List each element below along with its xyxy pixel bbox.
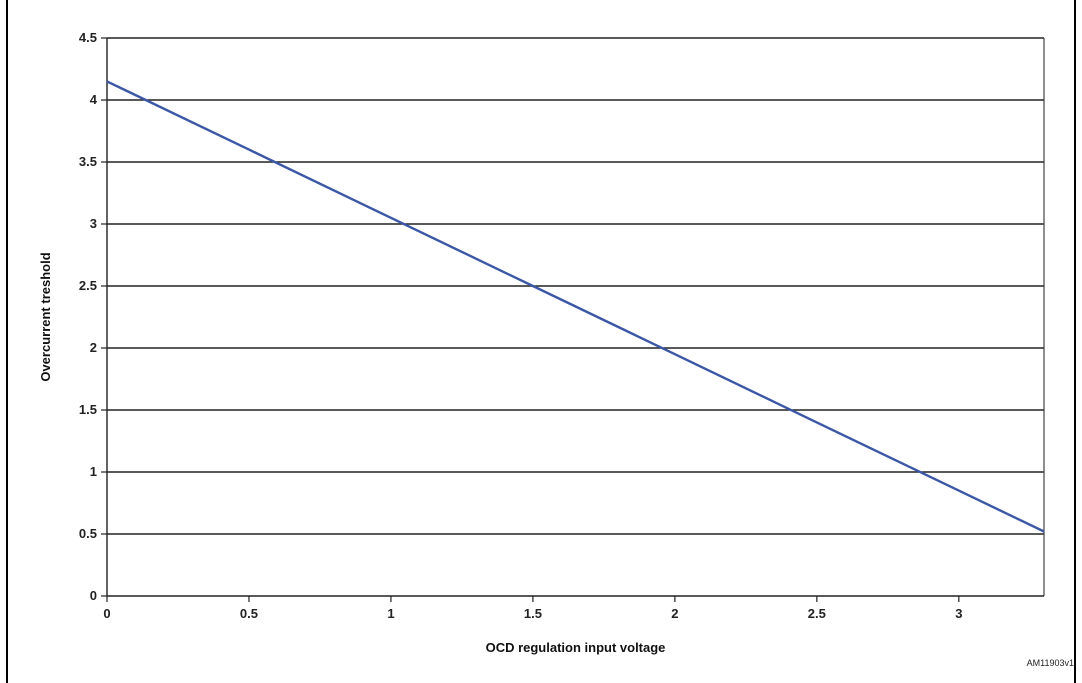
y-tick-label: 1 [90, 464, 97, 479]
y-tick-labels: 0 0.5 1 1.5 2 2.5 3 3.5 4 4.5 [79, 30, 98, 603]
x-tick-label: 2 [671, 606, 678, 621]
y-tick-label: 0.5 [79, 526, 97, 541]
figure-id-label: AM11903v1 [1027, 658, 1074, 668]
y-tick-label: 2.5 [79, 278, 97, 293]
figure-frame [6, 0, 1076, 683]
x-tick-label: 0.5 [240, 606, 258, 621]
y-tick-label: 3 [90, 216, 97, 231]
y-tick-label: 4 [90, 92, 98, 107]
y-tick-label: 4.5 [79, 30, 97, 45]
x-tick-labels: 0 0.5 1 1.5 2 2.5 3 [103, 606, 962, 621]
gridlines [107, 37, 1044, 535]
series-line [106, 80, 1045, 533]
x-tick-label: 0 [103, 606, 110, 621]
y-tick-label: 3.5 [79, 154, 97, 169]
y-tick-label: 1.5 [79, 402, 97, 417]
x-tick-label: 1.5 [524, 606, 542, 621]
x-tick-label: 1 [387, 606, 394, 621]
y-axis-title: Overcurrent treshold [38, 252, 53, 381]
x-tick-label: 3 [955, 606, 962, 621]
y-tick-label: 2 [90, 340, 97, 355]
y-tick-label: 0 [90, 588, 97, 603]
series-layer [106, 80, 1045, 533]
axes [101, 37, 1045, 602]
x-axis-title: OCD regulation input voltage [486, 640, 666, 655]
x-tick-label: 2.5 [808, 606, 826, 621]
